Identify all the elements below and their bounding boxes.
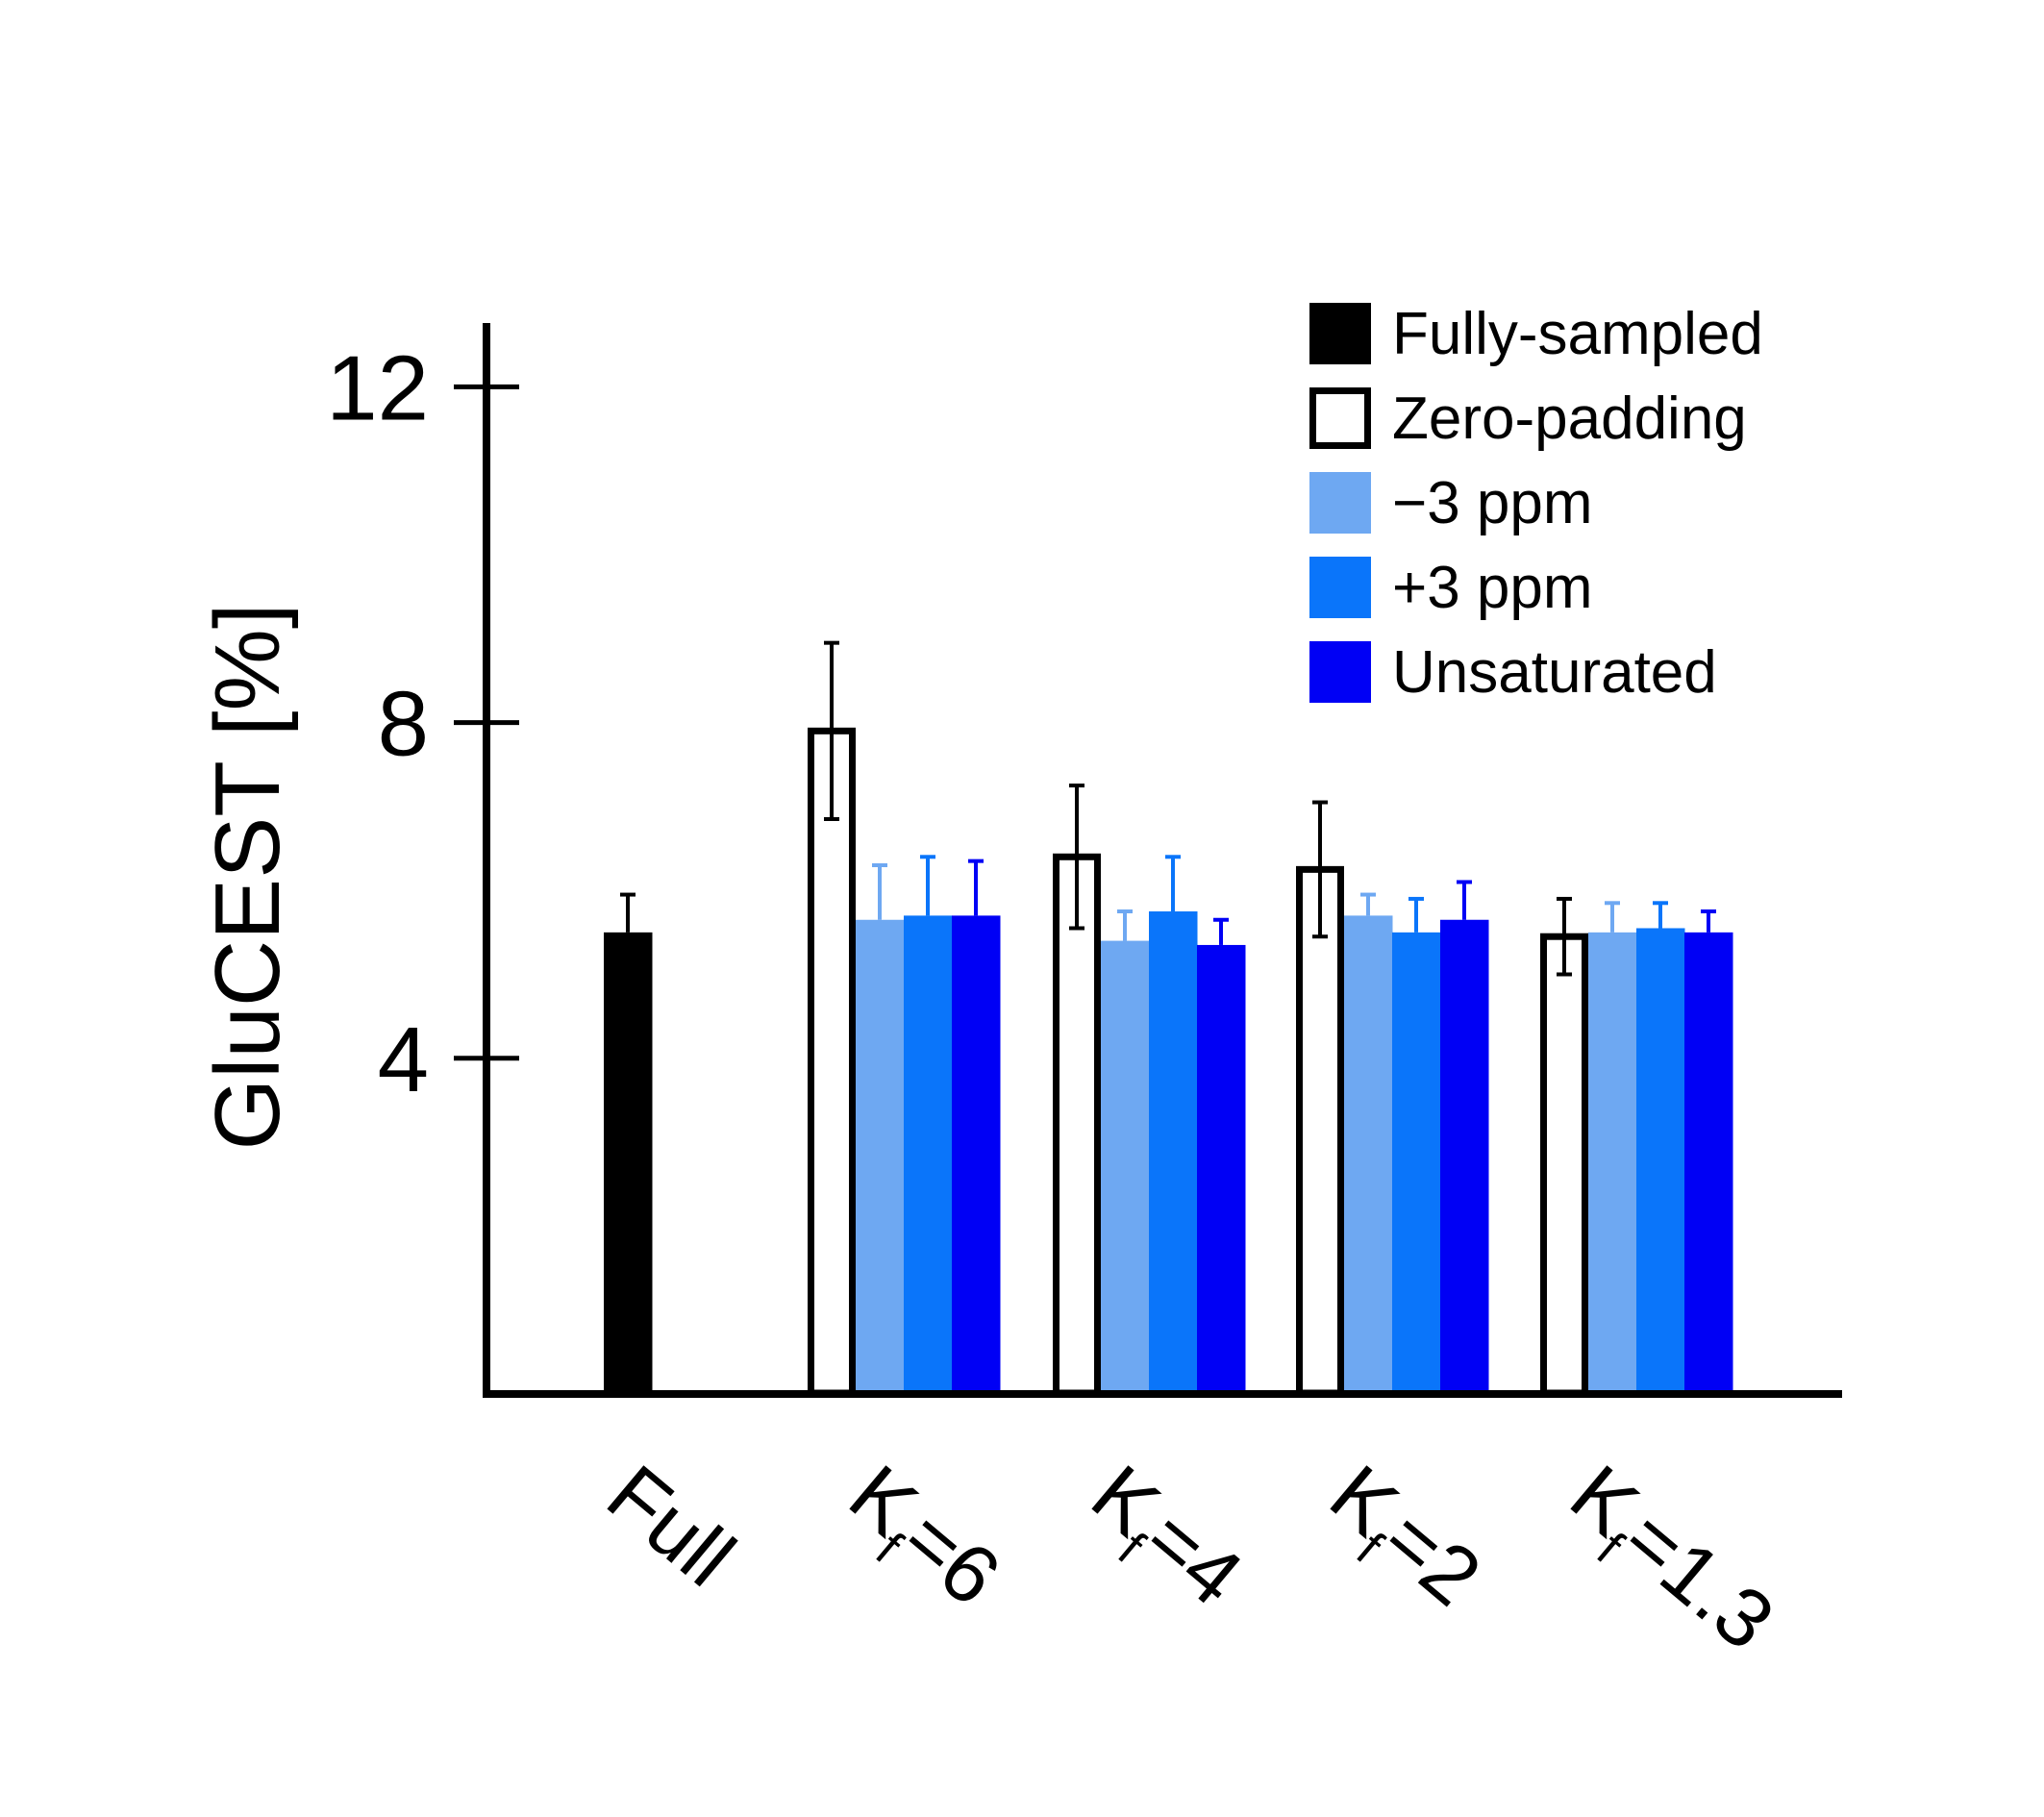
legend-swatch: [1309, 387, 1371, 449]
error-bar: [1557, 896, 1572, 977]
bar-zero-padding-3: [1296, 865, 1344, 1397]
legend-item: Zero-padding: [1309, 386, 1747, 452]
legend-label: Zero-padding: [1392, 386, 1747, 452]
error-bar: [920, 855, 935, 916]
bar-zero-padding-2: [1053, 853, 1101, 1397]
legend-swatch: [1309, 641, 1371, 703]
bar-unsaturated-2: [1197, 944, 1246, 1394]
legend-swatch: [1309, 557, 1371, 618]
bar-unsaturated-3: [1440, 919, 1489, 1394]
error-bar: [1165, 855, 1181, 912]
y-tick-label: 12: [326, 336, 429, 439]
bar-fully-sampled-0: [604, 932, 653, 1394]
bar-zero-padding-1: [808, 727, 856, 1397]
legend: Fully-sampled Zero-padding −3 ppm +3 ppm Uns…: [1309, 301, 1763, 706]
bar--3-ppm-1: [904, 915, 953, 1394]
y-tick-label: 4: [378, 1008, 429, 1111]
y-ticks: 4 8 12: [326, 336, 519, 1111]
bar--3-ppm-4: [1636, 928, 1685, 1394]
legend-item: Unsaturated: [1309, 639, 1717, 706]
legend-label: Unsaturated: [1392, 639, 1717, 706]
category-label: Kf=4: [1065, 1448, 1259, 1634]
error-bar: [1213, 917, 1229, 945]
bars-layer: [604, 727, 1733, 1397]
y-axis-title: GluCEST [%]: [196, 603, 299, 1150]
error-bar: [1605, 901, 1620, 933]
category-label: Kf=1.3: [1544, 1448, 1790, 1679]
error-bar: [824, 640, 839, 821]
error-bar: [968, 859, 984, 916]
category-label: Kf=2: [1304, 1448, 1497, 1634]
bar--3-ppm-2: [1101, 940, 1150, 1394]
bar--3-ppm-3: [1392, 932, 1441, 1394]
category-label: Full: [590, 1448, 752, 1605]
error-bar: [1457, 880, 1472, 920]
bar--3-ppm-4: [1588, 932, 1637, 1394]
bar-unsaturated-1: [952, 915, 1001, 1394]
bar--3-ppm-1: [856, 919, 905, 1394]
bar--3-ppm-2: [1149, 911, 1198, 1394]
legend-label: −3 ppm: [1392, 470, 1593, 536]
error-bar: [872, 863, 887, 920]
legend-swatch: [1309, 303, 1371, 364]
bar-unsaturated-4: [1684, 932, 1733, 1394]
legend-item: −3 ppm: [1309, 470, 1593, 536]
error-bar: [1408, 896, 1424, 933]
error-bars-layer: [620, 640, 1716, 977]
bar--3-ppm-3: [1344, 915, 1393, 1394]
error-bar: [1117, 909, 1133, 941]
error-bar: [1653, 901, 1668, 929]
error-bar: [1069, 784, 1084, 931]
error-bar: [1312, 800, 1328, 939]
category-labels: Full Kf=6 Kf=4 Kf=2 Kf=1.3: [590, 1448, 1791, 1679]
axes: [483, 323, 1842, 1398]
legend-item: +3 ppm: [1309, 555, 1593, 621]
legend-label: Fully-sampled: [1392, 301, 1763, 367]
error-bar: [1701, 909, 1716, 933]
legend-label: +3 ppm: [1392, 555, 1593, 621]
error-bar: [620, 892, 636, 933]
bar-zero-padding-4: [1540, 933, 1588, 1397]
legend-item: Fully-sampled: [1309, 301, 1763, 367]
error-bar: [1360, 892, 1376, 916]
legend-swatch: [1309, 472, 1371, 534]
category-label: Kf=6: [823, 1448, 1016, 1634]
y-tick-label: 8: [378, 673, 429, 776]
